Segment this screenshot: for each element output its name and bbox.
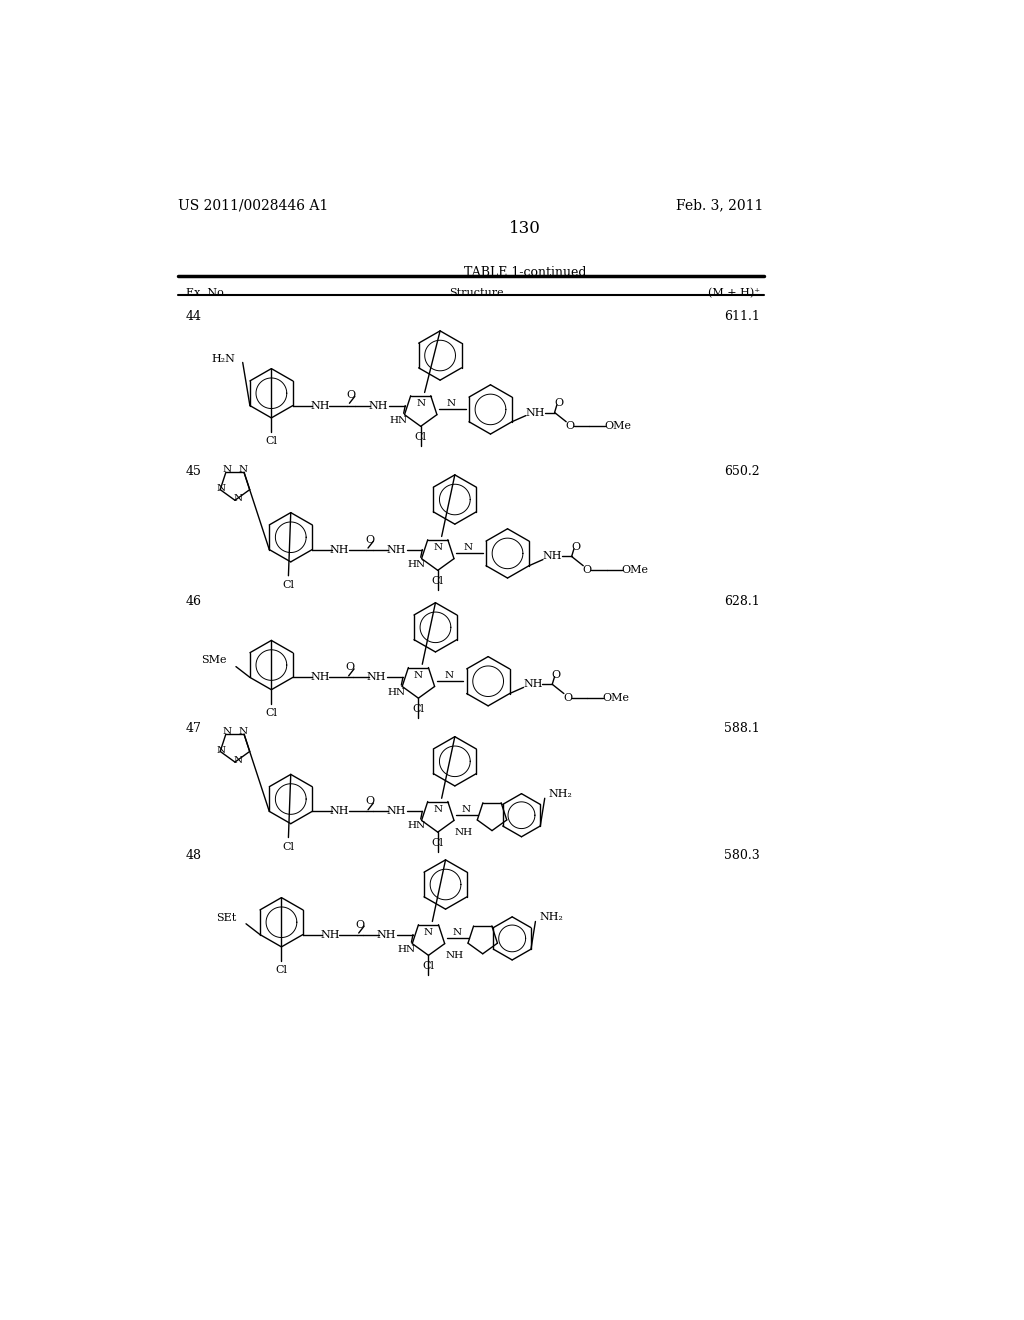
Text: N: N xyxy=(222,465,231,474)
Text: 588.1: 588.1 xyxy=(724,722,760,735)
Text: O: O xyxy=(365,796,374,807)
Text: NH₂: NH₂ xyxy=(549,788,572,799)
Text: 46: 46 xyxy=(186,595,202,609)
Text: HN: HN xyxy=(390,416,409,425)
Text: NH: NH xyxy=(386,807,406,816)
Text: NH: NH xyxy=(369,400,388,411)
Text: NH: NH xyxy=(330,807,349,816)
Text: NH: NH xyxy=(321,929,340,940)
Text: N: N xyxy=(464,543,473,552)
Text: NH: NH xyxy=(330,545,349,554)
Text: HN: HN xyxy=(388,688,406,697)
Text: OMe: OMe xyxy=(602,693,630,704)
Text: Cl: Cl xyxy=(283,842,295,851)
Text: N: N xyxy=(444,671,454,680)
Text: N: N xyxy=(233,494,243,503)
Text: Cl: Cl xyxy=(432,838,443,847)
Text: Ex. No.: Ex. No. xyxy=(186,288,227,298)
Text: Cl: Cl xyxy=(265,708,278,718)
Text: H₂N: H₂N xyxy=(211,354,234,363)
Text: O: O xyxy=(571,543,580,552)
Text: NH: NH xyxy=(543,552,562,561)
Text: N: N xyxy=(222,727,231,735)
Text: N: N xyxy=(239,465,247,474)
Text: N: N xyxy=(433,543,442,552)
Text: O: O xyxy=(565,421,574,432)
Text: 611.1: 611.1 xyxy=(724,310,760,323)
Text: HN: HN xyxy=(407,560,425,569)
Text: Cl: Cl xyxy=(275,965,288,975)
Text: N: N xyxy=(452,928,461,937)
Text: Feb. 3, 2011: Feb. 3, 2011 xyxy=(676,198,764,213)
Text: 130: 130 xyxy=(509,220,541,238)
Text: Cl: Cl xyxy=(415,432,427,442)
Text: SMe: SMe xyxy=(201,656,226,665)
Text: O: O xyxy=(346,663,354,672)
Text: 628.1: 628.1 xyxy=(724,595,760,609)
Text: N: N xyxy=(446,399,456,408)
Text: O: O xyxy=(365,535,374,545)
Text: 580.3: 580.3 xyxy=(724,849,760,862)
Text: Cl: Cl xyxy=(413,704,424,714)
Text: SEt: SEt xyxy=(216,912,237,923)
Text: NH: NH xyxy=(455,828,473,837)
Text: HN: HN xyxy=(397,945,416,953)
Text: NH: NH xyxy=(310,672,330,682)
Text: NH: NH xyxy=(310,400,330,411)
Text: N: N xyxy=(233,756,243,766)
Text: OMe: OMe xyxy=(622,565,648,576)
Text: HN: HN xyxy=(407,821,425,830)
Text: NH: NH xyxy=(525,408,545,417)
Text: N: N xyxy=(433,805,442,813)
Text: OMe: OMe xyxy=(604,421,632,432)
Text: NH: NH xyxy=(445,950,463,960)
Text: O: O xyxy=(583,565,592,576)
Text: NH: NH xyxy=(523,680,543,689)
Text: N: N xyxy=(216,746,225,755)
Text: NH: NH xyxy=(386,545,406,554)
Text: N: N xyxy=(216,484,225,494)
Text: O: O xyxy=(554,399,563,408)
Text: O: O xyxy=(355,920,365,929)
Text: O: O xyxy=(346,389,355,400)
Text: TABLE 1-continued: TABLE 1-continued xyxy=(464,267,586,280)
Text: Cl: Cl xyxy=(432,576,443,586)
Text: Structure: Structure xyxy=(450,288,504,298)
Text: N: N xyxy=(416,399,425,408)
Text: N: N xyxy=(239,727,247,735)
Text: Cl: Cl xyxy=(265,436,278,446)
Text: 47: 47 xyxy=(186,722,202,735)
Text: O: O xyxy=(552,671,561,680)
Text: Cl: Cl xyxy=(423,961,434,972)
Text: Cl: Cl xyxy=(283,579,295,590)
Text: NH: NH xyxy=(377,929,396,940)
Text: US 2011/0028446 A1: US 2011/0028446 A1 xyxy=(178,198,329,213)
Text: 44: 44 xyxy=(186,310,202,323)
Text: 48: 48 xyxy=(186,849,202,862)
Text: 45: 45 xyxy=(186,465,202,478)
Text: 650.2: 650.2 xyxy=(724,465,760,478)
Text: N: N xyxy=(414,671,423,680)
Text: NH₂: NH₂ xyxy=(540,912,563,921)
Text: NH: NH xyxy=(367,672,386,682)
Text: O: O xyxy=(563,693,572,704)
Text: N: N xyxy=(462,805,470,813)
Text: (M + H)⁺: (M + H)⁺ xyxy=(708,288,760,298)
Text: N: N xyxy=(424,928,433,937)
